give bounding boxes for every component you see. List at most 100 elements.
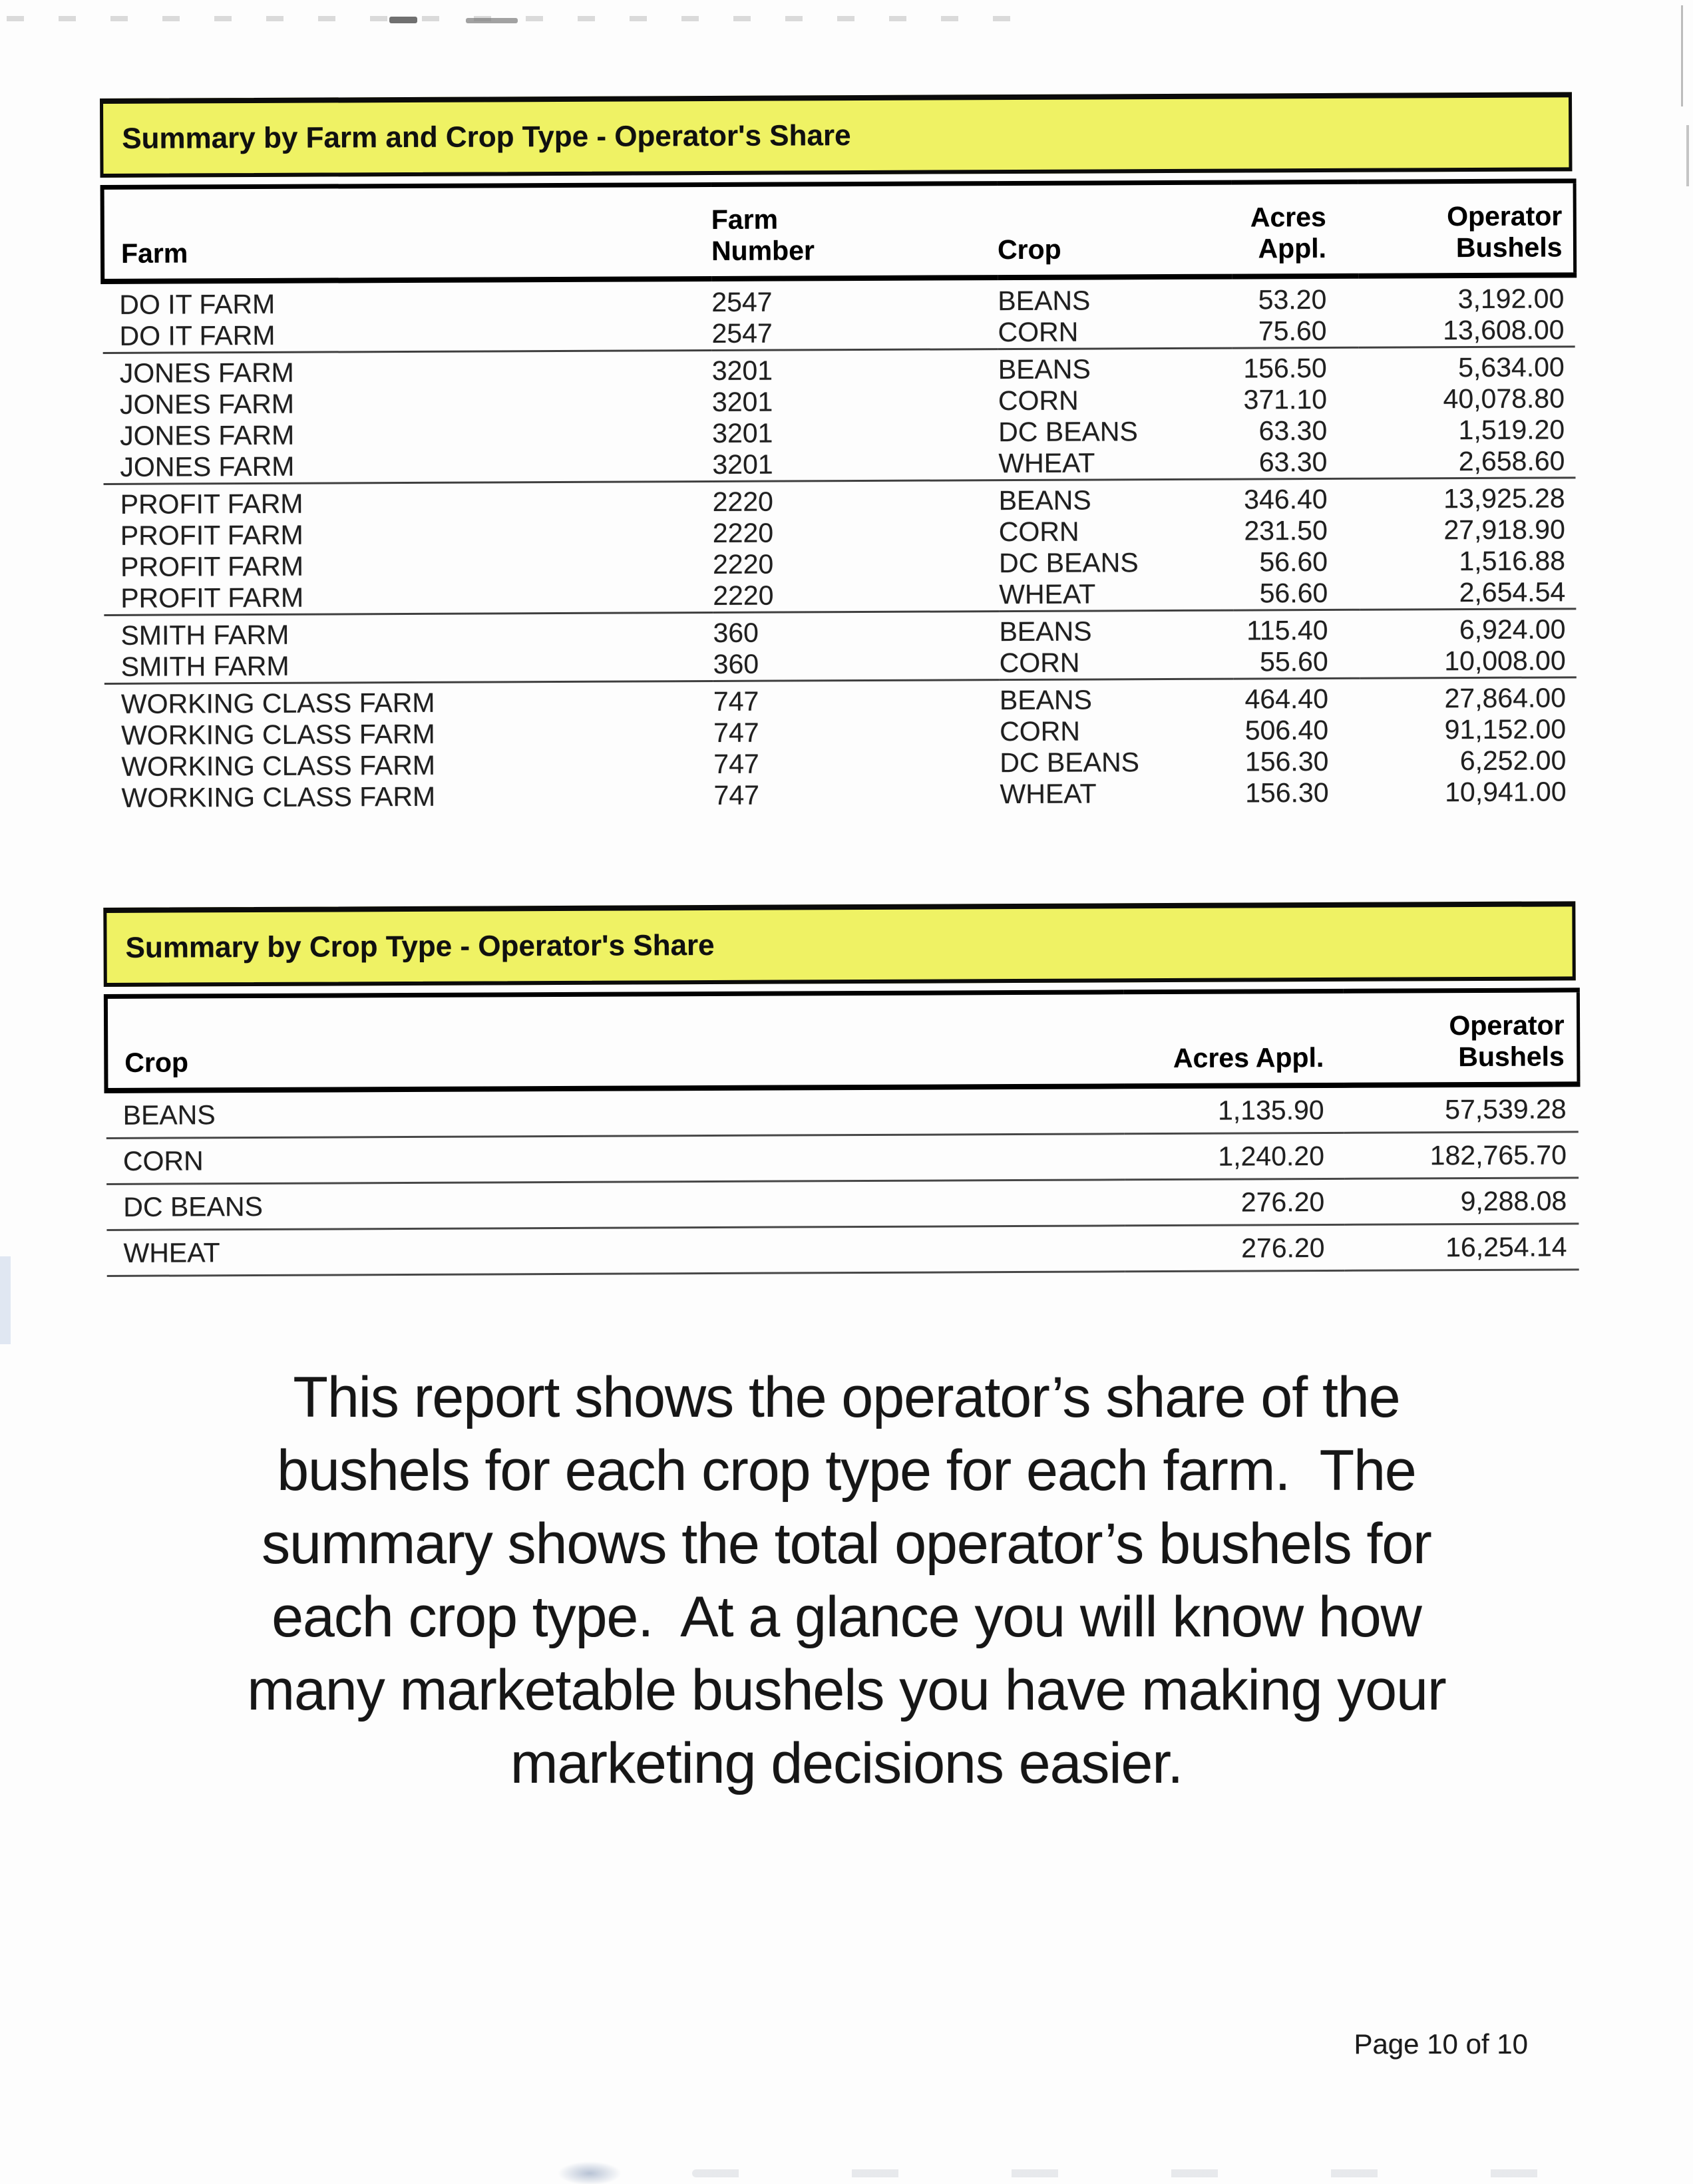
cell-bushels: 13,925.28: [1359, 477, 1576, 515]
cell-crop: WHEAT: [999, 578, 1096, 610]
farm-crop-row: WORKING CLASS FARM 747 BEANS 464.40 27,8…: [104, 677, 1577, 720]
cell-farm: WORKING CLASS FARM: [121, 749, 436, 782]
cell-crop: CORN: [998, 516, 1079, 548]
farm-summary-title: Summary by Farm and Crop Type - Operator…: [122, 118, 851, 155]
scan-artifact-smudge: [558, 2161, 622, 2184]
cell-acres: 276.20: [1125, 1179, 1345, 1226]
page-number: Page 10 of 10: [1354, 2028, 1528, 2060]
cell-acres: 115.40: [1233, 610, 1360, 647]
col-header-crop: Crop: [997, 182, 1232, 278]
cell-acres: 231.50: [1244, 514, 1328, 546]
scan-artifact-bottom-dashes: [692, 2169, 1571, 2177]
crop-total-row: CORN 1,240.20 182,765.70: [106, 1131, 1579, 1184]
cell-farm-number: 360: [713, 611, 1000, 649]
report-description: This report shows the operator’s share o…: [247, 1365, 1446, 1795]
cell-crop: CORN: [998, 316, 1079, 348]
cell-bushels: 10,941.00: [1445, 776, 1567, 808]
cell-farm-number: 2220: [713, 580, 774, 611]
scan-artifact-paper-edge: [1686, 125, 1689, 186]
cell-farm: WORKING CLASS FARM: [121, 781, 436, 813]
cell-farm: PROFIT FARM: [120, 582, 304, 614]
cell-crop: CORN: [998, 385, 1079, 417]
col-header-acres: Acres Appl.: [1231, 182, 1359, 277]
scan-artifact-dash: [389, 17, 417, 23]
cell-crop: BEANS: [998, 348, 1232, 386]
cell-crop: DC BEANS: [998, 416, 1138, 448]
cell-acres: 56.60: [1259, 546, 1328, 578]
farm-crop-row: PROFIT FARM 2220 BEANS 346.40 13,925.28: [103, 477, 1576, 520]
cell-bushels: 2,654.54: [1459, 576, 1566, 608]
scan-artifact-top-dashes: [7, 16, 1045, 21]
cell-acres: 156.50: [1232, 347, 1359, 385]
farm-crop-row: WORKING CLASS FARM 747 WHEAT 156.30 10,9…: [104, 776, 1577, 814]
cell-acres: 75.60: [1258, 315, 1327, 347]
cell-acres: 1,135.90: [1124, 1085, 1344, 1134]
crop-total-row: WHEAT 276.20 16,254.14: [106, 1223, 1579, 1276]
cell-farm-number: 747: [713, 779, 760, 811]
cell-bushels: 27,918.90: [1443, 514, 1565, 546]
cell-acres: 371.10: [1243, 383, 1328, 415]
cell-acres: 506.40: [1244, 714, 1329, 746]
col-header-farm: Farm: [102, 184, 712, 281]
cell-bushels: 13,608.00: [1443, 314, 1565, 346]
scan-artifact-blue-strip: [0, 1256, 11, 1344]
cell-crop: WHEAT: [106, 1225, 1125, 1276]
cell-farm-number: 3201: [711, 386, 773, 417]
cell-farm-number: 2220: [712, 548, 774, 580]
cell-acres: 63.30: [1258, 446, 1328, 478]
cell-farm-number: 2220: [712, 517, 774, 548]
col-header-farm-number: Farm Number: [711, 183, 998, 279]
farm-summary-title-band: Summary by Farm and Crop Type - Operator…: [100, 92, 1573, 178]
cell-farm: JONES FARM: [102, 350, 712, 389]
crop-summary-title-band: Summary by Crop Type - Operator's Share: [103, 901, 1576, 987]
col-header-operator-bushels: Operator Bushels: [1358, 180, 1575, 276]
farm-crop-row: SMITH FARM 360 BEANS 115.40 6,924.00: [104, 608, 1577, 651]
cell-bushels: 6,252.00: [1459, 745, 1567, 777]
cell-crop: WHEAT: [1000, 778, 1097, 810]
cell-farm: SMITH FARM: [120, 650, 289, 682]
report-body: Summary by Farm and Crop Type - Operator…: [100, 92, 1579, 1277]
cell-crop: DC BEANS: [106, 1179, 1125, 1230]
cell-farm: WORKING CLASS FARM: [121, 718, 435, 751]
crop-table-header-row: Crop Acres Appl. Operator Bushels: [105, 990, 1579, 1091]
cell-acres: 346.40: [1232, 478, 1360, 516]
cell-bushels: 91,152.00: [1444, 713, 1567, 745]
cell-farm: PROFIT FARM: [103, 481, 713, 520]
cell-crop: CORN: [106, 1133, 1125, 1184]
cell-crop: BEANS: [999, 679, 1234, 717]
farm-table-header-row: Farm Farm Number Crop Acres Appl. Operat…: [102, 180, 1575, 281]
cell-acres: 276.20: [1125, 1224, 1345, 1272]
cell-farm-number: 3201: [712, 417, 773, 449]
cell-bushels: 182,765.70: [1344, 1131, 1579, 1179]
cell-farm: PROFIT FARM: [120, 550, 304, 582]
cell-farm-number: 747: [713, 717, 759, 748]
farm-crop-row: DO IT FARM 2547 BEANS 53.20 3,192.00: [102, 275, 1575, 321]
cell-acres: 55.60: [1260, 645, 1328, 677]
cell-crop: BEANS: [999, 610, 1234, 648]
cell-acres: 464.40: [1233, 678, 1361, 715]
cell-farm: PROFIT FARM: [120, 519, 303, 551]
cell-farm-number: 747: [713, 748, 759, 779]
cell-bushels: 1,519.20: [1458, 414, 1565, 446]
cell-farm: JONES FARM: [120, 451, 295, 482]
cell-bushels: 5,634.00: [1358, 346, 1575, 384]
cell-farm-number: 2547: [711, 317, 773, 349]
cell-crop: DC BEANS: [998, 547, 1139, 579]
cell-crop: BEANS: [998, 479, 1233, 517]
cell-bushels: 16,254.14: [1344, 1223, 1579, 1271]
cell-acres: 156.30: [1244, 745, 1329, 777]
cell-crop: BEANS: [106, 1086, 1125, 1139]
cell-acres: 156.30: [1245, 777, 1329, 809]
cell-bushels: 9,288.08: [1344, 1177, 1579, 1225]
cell-farm-number: 3201: [711, 349, 998, 387]
cell-acres: 53.20: [1258, 283, 1327, 315]
cell-farm: DO IT FARM: [119, 319, 276, 351]
cell-farm-number: 2220: [712, 480, 999, 518]
cell-bushels: 40,078.80: [1443, 383, 1565, 415]
farm-summary-table: Farm Farm Number Crop Acres Appl. Operat…: [100, 178, 1579, 814]
cell-farm: JONES FARM: [119, 388, 295, 420]
cell-acres: 1,240.20: [1124, 1133, 1345, 1180]
cell-crop: CORN: [1000, 715, 1080, 747]
col-header-crop: Crop: [105, 992, 1125, 1091]
